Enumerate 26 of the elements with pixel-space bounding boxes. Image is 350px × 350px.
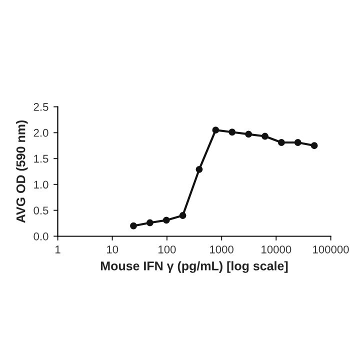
point [278,139,285,146]
x-tick-label: 10000 [262,246,292,254]
x-tick-label: 1000 [210,246,234,254]
x-axis-title: Mouse IFN γ (pg/mL) [log scale] [100,261,288,273]
x-tick-label: 100000 [313,246,349,254]
point [228,128,236,136]
point [212,126,220,134]
y-tick-label: 0.0 [34,232,48,240]
point [162,216,170,224]
x-tick-label: 100 [158,246,176,254]
y-tick-label: 0.5 [34,206,48,214]
y-tick-label: 1.0 [34,180,48,189]
x-tick-label: 1 [56,246,60,254]
point [245,130,252,138]
y-tick-label: 1.5 [34,154,48,163]
point [196,166,203,173]
point [146,219,154,226]
y-tick-label: 2.5 [34,103,48,111]
point [294,139,302,146]
point [310,142,318,150]
point [179,212,186,220]
point [130,222,137,230]
y-axis-title: AVG OD (590 nm) [16,120,28,223]
point [262,132,268,140]
y-tick-label: 2.0 [34,128,48,137]
x-tick-label: 10 [107,246,118,254]
